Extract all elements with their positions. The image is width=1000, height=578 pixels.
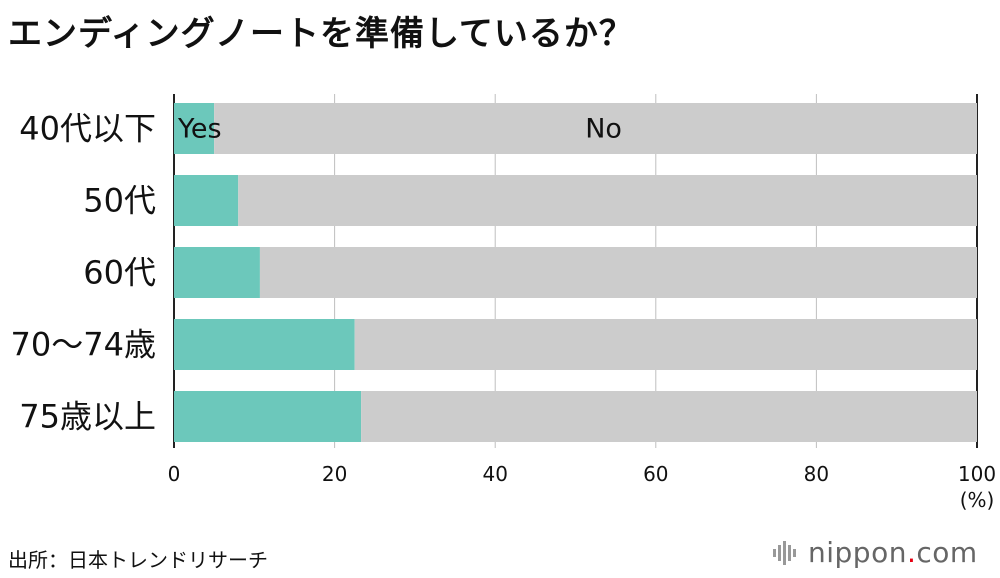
category-labels: 40代以下 50代 60代 70〜74歳 75歳以上	[11, 110, 156, 436]
chart-title: エンディングノートを準備しているか？	[8, 14, 634, 54]
bar-no-4	[361, 391, 977, 442]
tick-label-40: 40	[482, 462, 507, 486]
bar-no-0	[214, 103, 977, 154]
tick-label-80: 80	[804, 462, 829, 486]
bar-no-3	[354, 319, 977, 370]
bar-yes-0	[174, 103, 215, 154]
x-axis-ticks: 0 20 40 60 80 100(%)	[168, 462, 996, 512]
series-label-no: No	[585, 114, 622, 145]
nippon-mark-icon	[773, 540, 796, 565]
x-unit-label: (%)	[960, 488, 995, 512]
bar-no-2	[259, 247, 977, 298]
bar-yes-4	[174, 391, 362, 442]
series-label-yes: Yes	[177, 114, 222, 145]
category-label-3: 70〜74歳	[11, 326, 156, 364]
nippon-logo: nippon.com	[772, 536, 978, 569]
logo-dot: .	[906, 536, 917, 569]
bar-no-1	[238, 175, 978, 226]
tick-label-0: 0	[168, 462, 181, 486]
tick-label-20: 20	[322, 462, 347, 486]
bar-yes-2	[174, 247, 260, 298]
category-label-4: 75歳以上	[19, 398, 156, 436]
source-note: 出所：日本トレンドリサーチ	[8, 548, 268, 572]
bar-yes-3	[174, 319, 355, 370]
logo-text: nippon.com	[808, 536, 978, 569]
series-labels: Yes No	[177, 114, 622, 145]
tick-label-60: 60	[643, 462, 668, 486]
bar-yes-1	[174, 175, 239, 226]
bars	[174, 103, 978, 442]
category-label-2: 60代	[83, 254, 156, 292]
logo-name: nippon	[808, 536, 907, 569]
tick-label-100: 100	[958, 462, 996, 486]
category-label-1: 50代	[83, 182, 156, 220]
category-label-0: 40代以下	[19, 110, 156, 148]
logo-suffix: com	[916, 536, 978, 569]
